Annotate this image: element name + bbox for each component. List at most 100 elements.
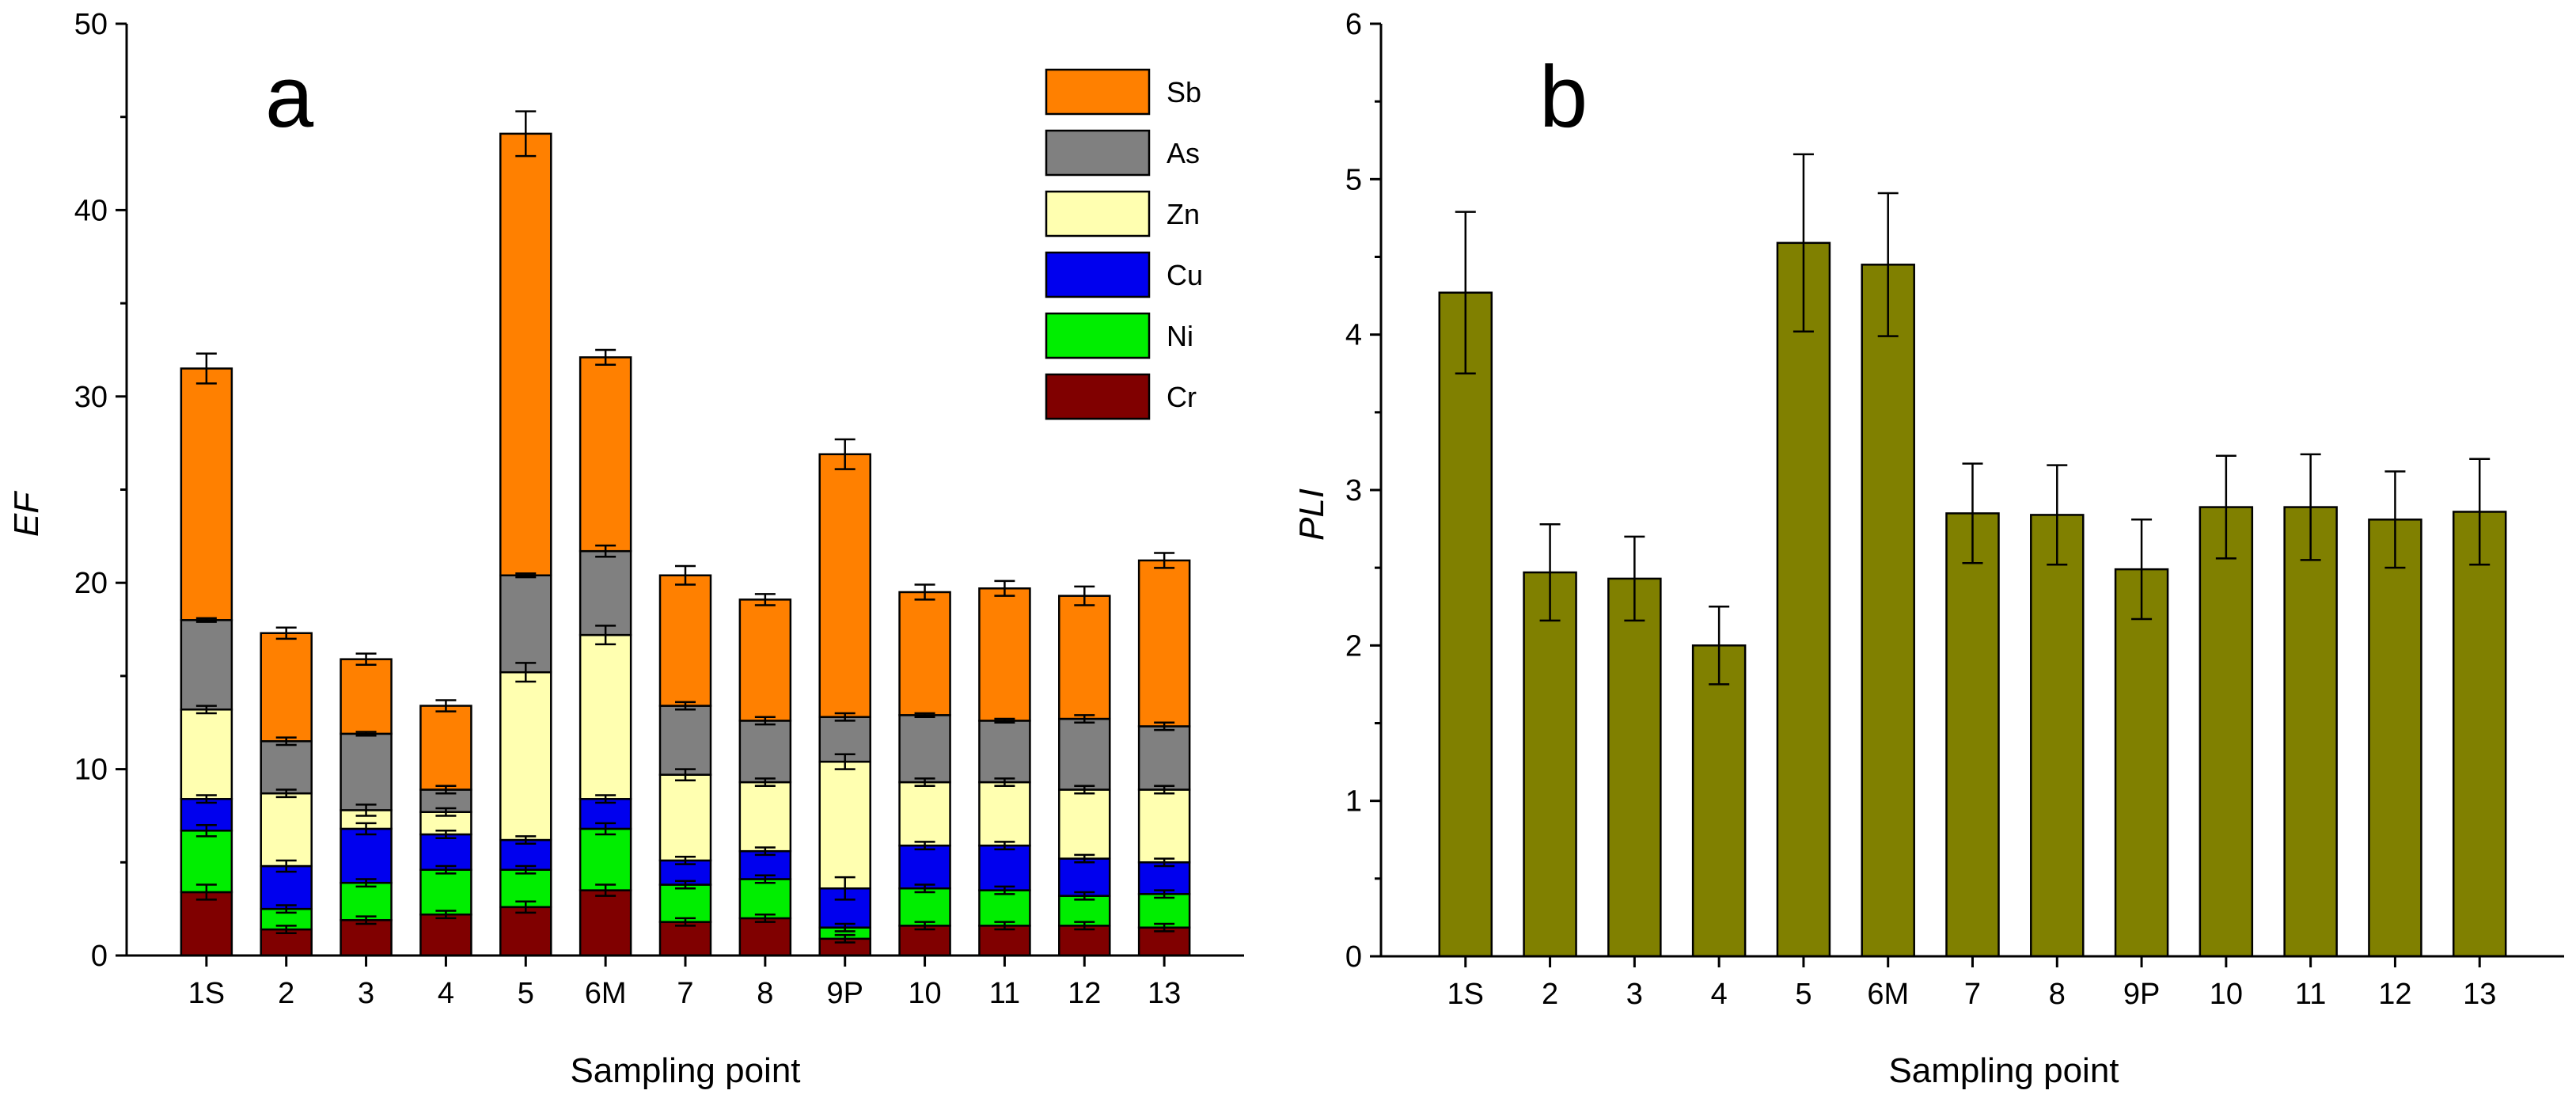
panel-b-error-bars — [1455, 153, 2491, 686]
bar-ni-11 — [978, 889, 1031, 927]
bar-cr-8 — [738, 917, 792, 957]
bar-cr-11 — [978, 925, 1031, 957]
panel-a-y-tick-label: 10 — [74, 754, 108, 787]
bar-ni-12 — [1058, 895, 1111, 927]
panel-a-axes: 1S 2 3 4 5 6M 7 8 9P 10 11 12 13 0 10 20 30 40 50 — [74, 8, 1244, 1010]
panel-a-y-tick-label: 40 — [74, 194, 108, 227]
panel-a-error-bars — [195, 110, 1175, 944]
x-tick-label-9p: 9P — [2123, 978, 2160, 1011]
x-tick-label-7: 7 — [1964, 978, 1981, 1011]
panel-b-y-tick-label: 2 — [1345, 629, 1362, 663]
bar-as-11 — [978, 720, 1031, 784]
x-tick-label-1s: 1S — [188, 977, 225, 1010]
bar-cr-4 — [419, 913, 472, 957]
bar-sb-10 — [898, 591, 951, 716]
legend-swatch-sb — [1045, 68, 1151, 116]
bar-sb-8 — [738, 598, 792, 722]
bar-as-10 — [898, 714, 951, 784]
bar-sb-11 — [978, 587, 1031, 722]
bar-pli-4 — [1691, 644, 1747, 958]
panel-a-y-tick-label: 20 — [74, 567, 108, 600]
legend-swatch-as — [1045, 129, 1151, 177]
bar-cu-2 — [260, 864, 313, 910]
panel-a-y-tick-label: 50 — [74, 8, 108, 41]
x-tick-label-11: 11 — [989, 977, 1020, 1010]
bar-cr-5 — [499, 906, 552, 957]
bar-pli-11 — [2283, 506, 2338, 958]
bar-sb-5 — [499, 132, 552, 577]
x-tick-label-5: 5 — [1795, 978, 1812, 1011]
bar-zn-1s — [180, 709, 233, 800]
panel-b-bars — [1438, 241, 2507, 958]
bar-zn-6m — [579, 633, 632, 800]
bar-cu-3 — [340, 827, 393, 884]
bar-pli-10 — [2199, 506, 2254, 958]
legend-label-sb: Sb — [1167, 76, 1201, 108]
panel-b-x-axis-title: Sampling point — [1888, 1051, 2119, 1090]
panel-b-y-axis-title: PLI — [1292, 488, 1331, 541]
x-tick-label-13: 13 — [1148, 977, 1181, 1010]
bar-zn-12 — [1058, 788, 1111, 860]
x-tick-label-1s: 1S — [1447, 978, 1484, 1011]
bar-sb-1s — [180, 367, 233, 621]
legend-label-cr: Cr — [1167, 381, 1197, 413]
legend-swatch-cu — [1045, 251, 1151, 298]
bar-sb-3 — [340, 658, 393, 735]
legend-swatch-zn — [1045, 190, 1151, 237]
bar-ni-6m — [579, 827, 632, 891]
panel-b-y-tick-label: 6 — [1345, 8, 1362, 41]
x-tick-label-11: 11 — [2295, 978, 2326, 1011]
panel-a-label: a — [265, 48, 314, 146]
bar-sb-13 — [1137, 559, 1191, 728]
bar-zn-13 — [1137, 788, 1191, 864]
bar-ni-3 — [340, 881, 393, 921]
panel-b-label: b — [1539, 48, 1588, 146]
bar-pli-6m — [1861, 264, 1915, 958]
bar-pli-1s — [1438, 291, 1493, 958]
panel-a-y-tick-label: 0 — [91, 940, 108, 973]
bar-zn-9p — [818, 760, 871, 890]
bar-as-2 — [260, 740, 313, 795]
x-tick-label-7: 7 — [677, 977, 693, 1010]
panel-b-y-tick-label: 1 — [1345, 785, 1362, 819]
bar-ni-1s — [180, 830, 233, 894]
bar-ni-10 — [898, 887, 951, 927]
bar-zn-5 — [499, 671, 552, 842]
bar-as-5 — [499, 574, 552, 674]
panel-b-y-tick-label: 4 — [1345, 319, 1362, 352]
x-tick-label-6m: 6M — [585, 977, 627, 1010]
x-tick-label-10: 10 — [908, 977, 941, 1010]
bar-as-7 — [658, 705, 712, 776]
panel-a-y-tick-label: 30 — [74, 381, 108, 414]
x-tick-label-8: 8 — [757, 977, 773, 1010]
bar-cu-10 — [898, 844, 951, 890]
panel-a-bars — [180, 132, 1191, 957]
bar-pli-8 — [2030, 514, 2085, 958]
x-tick-label-4: 4 — [1711, 978, 1728, 1011]
x-tick-label-12: 12 — [1068, 977, 1101, 1010]
bar-ni-4 — [419, 868, 472, 916]
bar-ni-8 — [738, 878, 792, 920]
legend-label-as: As — [1167, 137, 1200, 169]
bar-sb-7 — [658, 574, 712, 707]
legend-swatch-cr — [1045, 373, 1151, 420]
bar-zn-2 — [260, 792, 313, 868]
panel-a-legend: Sb As Zn Cu Ni Cr — [1045, 68, 1203, 420]
bar-as-12 — [1058, 717, 1111, 791]
bar-as-1s — [180, 619, 233, 711]
panel-a-y-axis-title: EF — [7, 491, 46, 537]
bar-cr-3 — [340, 919, 393, 957]
legend-label-zn: Zn — [1167, 198, 1200, 230]
bar-cr-7 — [658, 921, 712, 957]
bar-cr-6m — [579, 889, 632, 957]
bar-ni-7 — [658, 883, 712, 923]
x-tick-label-9p: 9P — [826, 977, 863, 1010]
bar-cu-13 — [1137, 861, 1191, 895]
bar-sb-9p — [818, 453, 871, 718]
bar-zn-7 — [658, 773, 712, 862]
bar-pli-7 — [1945, 512, 2000, 958]
bar-pli-13 — [2452, 511, 2507, 958]
